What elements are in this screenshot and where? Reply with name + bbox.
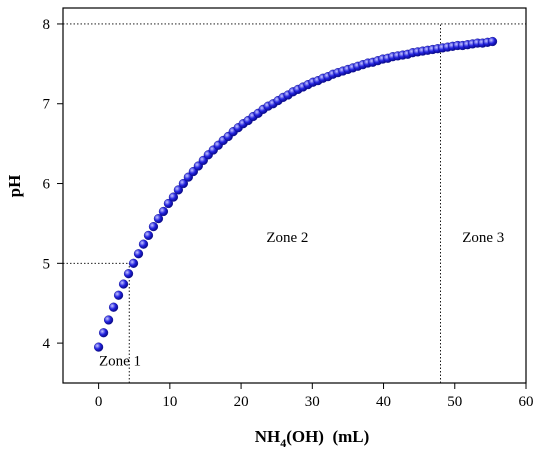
data-point (108, 302, 119, 312)
y-tick-label: 6 (43, 177, 51, 193)
data-point (94, 342, 104, 352)
y-axis-title: pH (5, 175, 24, 198)
x-tick-label: 50 (447, 394, 462, 410)
data-point (487, 36, 498, 47)
y-tick-label: 5 (43, 256, 51, 272)
x-tick-label: 10 (162, 394, 177, 410)
y-axis-ticks: 4 5 6 7 8 (43, 17, 63, 352)
data-point (133, 249, 144, 259)
y-tick-label: 7 (43, 97, 51, 113)
data-point (163, 198, 174, 209)
data-point (118, 279, 129, 289)
data-point (178, 178, 188, 189)
data-point (138, 239, 149, 249)
data-point (113, 290, 124, 300)
data-point (168, 192, 179, 202)
x-tick-label: 30 (305, 394, 320, 410)
x-tick-label: 0 (95, 394, 103, 410)
zone-annotations: Zone 1 Zone 2 Zone 3 (99, 230, 504, 370)
zone-3-label: Zone 3 (462, 230, 504, 246)
zone-1-label: Zone 1 (99, 353, 141, 369)
plot-frame (62, 7, 527, 384)
y-tick-label: 4 (43, 336, 51, 352)
data-point (153, 214, 164, 224)
data-point (173, 185, 183, 195)
x-axis-ticks: 0 10 20 30 40 50 60 (95, 383, 534, 410)
x-axis-title: NH4(OH) (mL) (255, 427, 370, 450)
x-tick-label: 20 (234, 394, 249, 410)
reference-lines (63, 23, 526, 383)
data-point (128, 258, 139, 268)
data-markers (94, 36, 498, 352)
x-tick-label: 60 (519, 394, 534, 410)
zone-2-label: Zone 2 (266, 230, 308, 246)
data-point (143, 230, 154, 240)
data-point (99, 328, 109, 338)
data-point (148, 222, 159, 232)
x-tick-label: 40 (376, 394, 391, 410)
data-point (123, 269, 134, 279)
data-point (103, 315, 114, 325)
data-point (158, 206, 169, 217)
y-tick-label: 8 (43, 17, 51, 33)
